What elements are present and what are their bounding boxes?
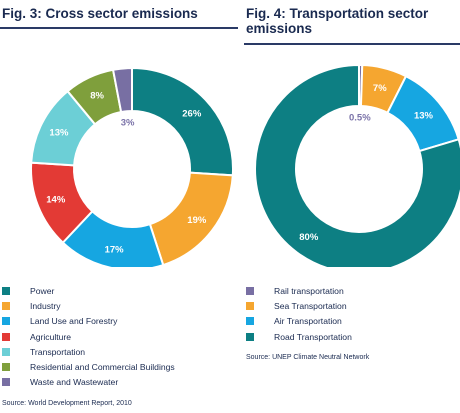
slice-value-label: 13%	[49, 127, 69, 138]
figure-4-panel: Fig. 4: Transportation sector emissions …	[244, 0, 460, 413]
slice-road-transportation	[254, 63, 460, 267]
legend-item: Land Use and Forestry	[0, 314, 238, 329]
figure-4-donut-chart: 0.5% 7% 13% 80%	[254, 63, 460, 267]
slice-value-label: 0.5%	[349, 113, 371, 124]
figure-3-donut-chart: 26% 19% 17% 14% 13% 8% 3%	[30, 66, 234, 267]
legend-item: Air Transportation	[244, 314, 460, 329]
legend-swatch	[246, 332, 254, 341]
legend-swatch	[2, 347, 10, 356]
legend-label: Rail transportation	[274, 285, 344, 296]
legend-label: Waste and Wastewater	[30, 377, 119, 388]
legend-item: Waste and Wastewater	[0, 375, 238, 390]
figure-4-legend: Rail transportation Sea Transportation Air…	[244, 283, 460, 344]
legend-label: Transportation	[30, 346, 86, 357]
figure-3-title: Fig. 3: Cross sector emissions	[2, 6, 198, 21]
legend-swatch	[246, 317, 254, 326]
legend-item: Sea Transportation	[244, 298, 460, 313]
figure-4-source: Source: UNEP Climate Neutral Network	[246, 354, 370, 361]
slice-value-label: 80%	[299, 232, 319, 243]
legend-item: Residential and Commercial Buildings	[0, 359, 238, 374]
figure-3-legend: Power Industry Land Use and Forestry Agricu…	[0, 283, 238, 390]
legend-item: Industry	[0, 298, 238, 313]
slice-value-label: 26%	[182, 108, 202, 119]
legend-item: Rail transportation	[244, 283, 460, 298]
figure-3-panel: Fig. 3: Cross sector emissions 26% 19% 17%…	[0, 6, 238, 407]
slice-value-label: 14%	[46, 195, 66, 206]
slice-value-label: 7%	[373, 83, 387, 94]
slice-value-label: 19%	[187, 215, 207, 226]
slice-value-label: 17%	[105, 245, 125, 256]
legend-swatch	[2, 332, 10, 341]
slice-power	[131, 66, 234, 177]
figure-4-title: Fig. 4: Transportation sector emissions	[246, 6, 429, 36]
slice-value-label: 3%	[121, 118, 135, 129]
legend-swatch	[246, 286, 254, 295]
legend-item: Transportation	[0, 344, 238, 359]
figure-4-title-rule	[244, 43, 460, 45]
legend-label: Sea Transportation	[274, 300, 347, 311]
figure-3-title-rule	[0, 27, 238, 29]
legend-swatch	[2, 317, 10, 326]
legend-swatch	[2, 363, 10, 372]
slice-value-label: 13%	[414, 111, 434, 122]
slice-value-label: 8%	[90, 90, 104, 101]
slice-waste-and-wastewater	[111, 66, 133, 114]
legend-label: Agriculture	[30, 331, 72, 342]
legend-item: Agriculture	[0, 329, 238, 344]
figure-3-source: Source: World Development Report, 2010	[2, 400, 132, 407]
legend-label: Land Use and Forestry	[30, 316, 118, 327]
legend-swatch	[2, 301, 10, 310]
legend-label: Road Transportation	[274, 331, 352, 342]
legend-swatch	[2, 378, 10, 387]
legend-swatch	[2, 286, 10, 295]
legend-label: Industry	[30, 300, 61, 311]
legend-label: Residential and Commercial Buildings	[30, 362, 175, 373]
legend-label: Power	[30, 285, 55, 296]
legend-item: Power	[0, 283, 238, 298]
legend-swatch	[246, 301, 254, 310]
legend-item: Road Transportation	[244, 329, 460, 344]
legend-label: Air Transportation	[274, 316, 342, 327]
